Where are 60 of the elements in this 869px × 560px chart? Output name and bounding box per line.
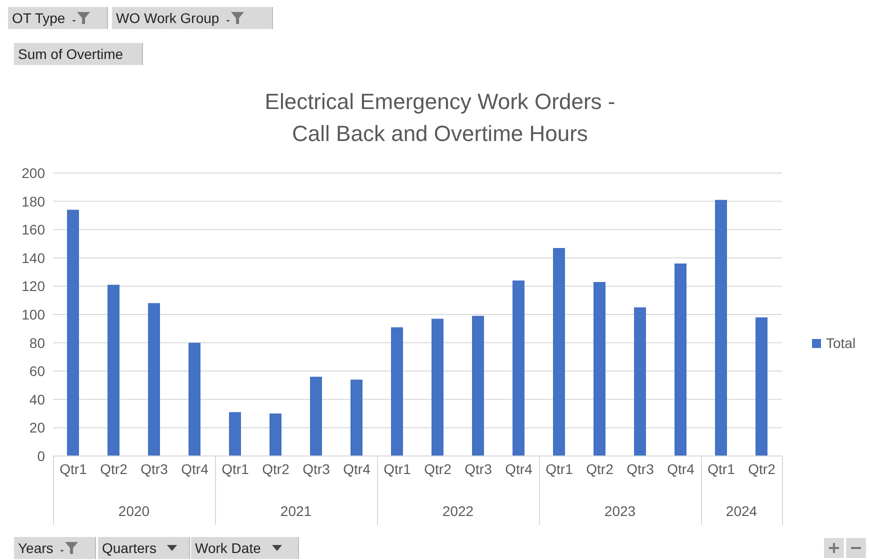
- y-tick-label: 20: [29, 420, 46, 436]
- y-tick-label: 100: [22, 306, 46, 322]
- y-tick-label: 60: [29, 363, 46, 380]
- text: WO Work Group: [116, 10, 220, 26]
- legend-label: Total: [826, 335, 856, 351]
- text: 2021: [279, 503, 313, 519]
- bar: [188, 342, 200, 456]
- x-tick-label: Qtr2: [424, 460, 452, 477]
- x-tick-label: Qtr1: [222, 460, 250, 477]
- bar: [553, 248, 565, 456]
- chart-title: Electrical Emergency Work Orders - Call Back and Overtime Hours: [264, 88, 616, 148]
- x-tick-label: Qtr4: [343, 460, 371, 477]
- y-tick-label: 0: [37, 448, 46, 464]
- y-tick-label: 140: [22, 250, 46, 266]
- x-tick-label: Qtr1: [708, 460, 736, 477]
- bar: [472, 316, 484, 456]
- bar: [67, 210, 79, 456]
- text: Years: [18, 540, 54, 556]
- x-tick-label: Qtr4: [667, 460, 695, 477]
- y-tick-label: 180: [22, 193, 46, 210]
- x-tick-label: Qtr2: [100, 460, 128, 477]
- text: OT Type: [12, 10, 66, 26]
- bar: [594, 282, 606, 456]
- bar: [432, 318, 444, 456]
- bar: [350, 380, 362, 456]
- text: 2022: [441, 503, 475, 519]
- x-tick-label: Qtr3: [626, 460, 654, 477]
- x-tick-label: Qtr4: [181, 460, 209, 477]
- x-tick-label: Qtr3: [464, 460, 492, 477]
- text: 2020: [117, 503, 151, 519]
- bar: [310, 376, 322, 456]
- text: Work Date: [195, 540, 261, 556]
- x-tick-label: Qtr3: [140, 460, 168, 477]
- bar: [674, 264, 686, 456]
- text: Sum of Overtime: [18, 46, 124, 62]
- x-tick-label: Qtr1: [60, 460, 88, 477]
- y-tick-label: 120: [22, 278, 46, 294]
- bar: [108, 284, 120, 456]
- text: 2024: [724, 503, 758, 519]
- bar: [634, 307, 646, 456]
- y-tick-label: 160: [22, 222, 46, 238]
- x-tick-label: Qtr2: [586, 460, 614, 477]
- x-tick-label: Qtr1: [384, 460, 412, 477]
- bar: [512, 280, 524, 456]
- y-tick-label: 40: [29, 391, 46, 408]
- x-tick-label: Qtr3: [302, 460, 330, 477]
- bar: [148, 303, 160, 456]
- x-tick-label: Qtr1: [546, 460, 574, 477]
- y-tick-label: 200: [22, 164, 46, 181]
- x-tick-label: Qtr2: [262, 460, 290, 477]
- x-tick-label: Qtr4: [505, 460, 533, 477]
- bar: [756, 317, 768, 456]
- bar: [270, 414, 282, 456]
- x-tick-label: Qtr2: [748, 460, 776, 477]
- text: Quarters: [102, 540, 156, 556]
- bar: [229, 412, 241, 456]
- text: 2023: [603, 503, 637, 519]
- y-tick-label: 80: [29, 334, 46, 351]
- bar: [715, 200, 727, 456]
- bar: [391, 327, 403, 456]
